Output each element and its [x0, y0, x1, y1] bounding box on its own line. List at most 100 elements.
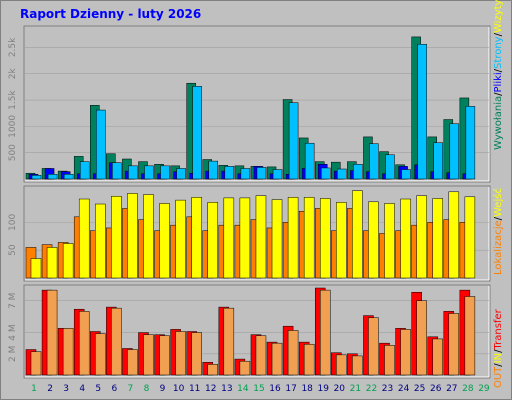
day-label-18: 18 [301, 384, 313, 394]
bar-sites-visits-Wejść-day-18 [303, 197, 315, 279]
legend-item: Wywołania [493, 96, 504, 150]
bar-hits-files-pages-Strony-day-5 [96, 109, 106, 180]
bar-transfer-IN-day-18 [303, 343, 315, 376]
bar-transfer-IN-day-1 [30, 351, 42, 376]
bar-transfer-IN-day-23 [384, 345, 395, 376]
bar-transfer-IN-day-21 [352, 355, 363, 376]
bar-transfer-IN-day-13 [223, 307, 235, 376]
y-tick-label: 50 [8, 244, 18, 256]
panel-transfer: 2 M 4 M 7 M [8, 284, 491, 379]
panel-hits-files-pages: 500 1000 1.5k 2k 2.5k [8, 25, 491, 183]
day-label-29: 29 [478, 384, 490, 394]
bar-sites-visits-Wejść-day-16 [271, 199, 283, 279]
bar-hits-files-pages-Strony-day-1 [31, 175, 42, 180]
bar-transfer-IN-day-25 [416, 300, 427, 376]
bar-transfer-IN-day-10 [175, 331, 186, 376]
bar-sites-visits-Wejść-day-5 [95, 203, 106, 279]
day-label-22: 22 [366, 384, 377, 394]
bar-hits-files-pages-Strony-day-14 [240, 168, 251, 180]
bar-sites-visits-Wejść-day-2 [46, 247, 58, 279]
bar-transfer-IN-day-28 [464, 296, 476, 376]
bar-transfer-IN-day-22 [368, 317, 379, 376]
legend-item: Lokalizacje [493, 220, 504, 275]
bar-sites-visits-Wejść-day-27 [448, 191, 460, 279]
legend-item: / [493, 216, 504, 220]
bar-hits-files-pages-Strony-day-9 [160, 165, 170, 180]
chart-title: Raport Dzienny - luty 2026 [20, 7, 201, 21]
bar-sites-visits-Wejść-day-24 [400, 198, 411, 279]
bar-hits-files-pages-Strony-day-21 [353, 164, 363, 180]
legend-item: Wejść [492, 188, 504, 217]
bar-transfer-IN-day-9 [159, 335, 170, 376]
bar-hits-files-pages-Strony-day-15 [256, 167, 267, 180]
bar-hits-files-pages-Strony-day-16 [272, 169, 283, 180]
day-label-2: 2 [47, 384, 53, 394]
bar-transfer-IN-day-16 [271, 342, 283, 376]
day-label-9: 9 [160, 384, 166, 394]
bar-hits-files-pages-Strony-day-12 [208, 160, 219, 180]
day-label-20: 20 [334, 384, 346, 394]
day-label-12: 12 [205, 384, 216, 394]
bar-sites-visits-Wejść-day-6 [111, 195, 122, 279]
bar-sites-visits-Wejść-day-20 [336, 202, 347, 279]
bar-hits-files-pages-Strony-day-8 [144, 165, 154, 180]
bar-hits-files-pages-Strony-day-11 [192, 86, 202, 180]
bar-transfer-IN-day-26 [432, 338, 443, 376]
bar-sites-visits-Wejść-day-17 [287, 197, 299, 279]
day-label-19: 19 [318, 384, 330, 394]
bar-sites-visits-Wejść-day-28 [464, 196, 476, 279]
bar-sites-visits-Wejść-day-23 [384, 203, 395, 279]
day-label-16: 16 [269, 384, 281, 394]
bar-transfer-IN-day-3 [62, 328, 74, 376]
bar-hits-files-pages-Strony-day-3 [63, 174, 74, 180]
bar-sites-visits-Wejść-day-22 [368, 201, 379, 279]
bar-sites-visits-Wejść-day-14 [239, 197, 251, 279]
day-label-15: 15 [253, 384, 264, 394]
day-label-26: 26 [430, 384, 442, 394]
legend-item: Strony [493, 36, 504, 69]
bar-transfer-IN-day-17 [287, 330, 299, 376]
bar-hits-files-pages-Strony-day-23 [385, 154, 395, 180]
bar-transfer-IN-day-4 [78, 311, 90, 376]
bar-sites-visits-Wejść-day-8 [143, 194, 154, 279]
bar-sites-visits-Wejść-day-3 [62, 243, 74, 279]
legend-item: IN [493, 353, 504, 363]
bar-hits-files-pages-Strony-day-25 [417, 44, 427, 180]
y-tick-label: 100 [8, 214, 18, 231]
legend-bottom: OUT/IN/Transfer [493, 308, 504, 388]
legend-item: / [493, 32, 504, 36]
y-tick-label: 2k [8, 67, 18, 79]
day-label-3: 3 [63, 384, 69, 394]
bar-transfer-IN-day-12 [207, 364, 219, 376]
bar-sites-visits-Wejść-day-11 [191, 197, 202, 279]
panel-sites-visits: 50 100 [8, 185, 491, 282]
day-label-23: 23 [382, 384, 393, 394]
bar-transfer-IN-day-2 [46, 289, 58, 376]
day-label-6: 6 [111, 384, 117, 394]
bar-hits-files-pages-Strony-day-28 [465, 106, 476, 180]
bar-hits-files-pages-Strony-day-26 [433, 142, 443, 180]
day-label-27: 27 [446, 384, 457, 394]
bar-hits-files-pages-Strony-day-19 [320, 167, 331, 180]
bar-sites-visits-Wejść-day-1 [30, 258, 42, 279]
day-label-10: 10 [173, 384, 185, 394]
legend-item: OUT [493, 366, 504, 388]
y-tick-label: 1000 [8, 115, 18, 138]
day-label-5: 5 [95, 384, 101, 394]
legend-item: / [493, 68, 504, 72]
bar-transfer-IN-day-20 [336, 354, 347, 376]
bar-sites-visits-Wejść-day-10 [175, 199, 186, 279]
legend-item: Transfer [493, 308, 504, 350]
bar-sites-visits-Wejść-day-4 [78, 198, 90, 279]
bar-transfer-IN-day-14 [239, 360, 251, 376]
bar-transfer-IN-day-8 [143, 334, 154, 376]
bar-sites-visits-Wejść-day-26 [432, 198, 443, 279]
day-label-17: 17 [285, 384, 296, 394]
bar-hits-files-pages-Strony-day-20 [337, 168, 347, 180]
bar-transfer-IN-day-27 [448, 313, 460, 376]
legend-item: / [493, 92, 504, 96]
y-tick-label: 2.5k [8, 37, 18, 57]
legend-item: / [493, 363, 504, 367]
bar-transfer-IN-day-6 [111, 307, 122, 376]
